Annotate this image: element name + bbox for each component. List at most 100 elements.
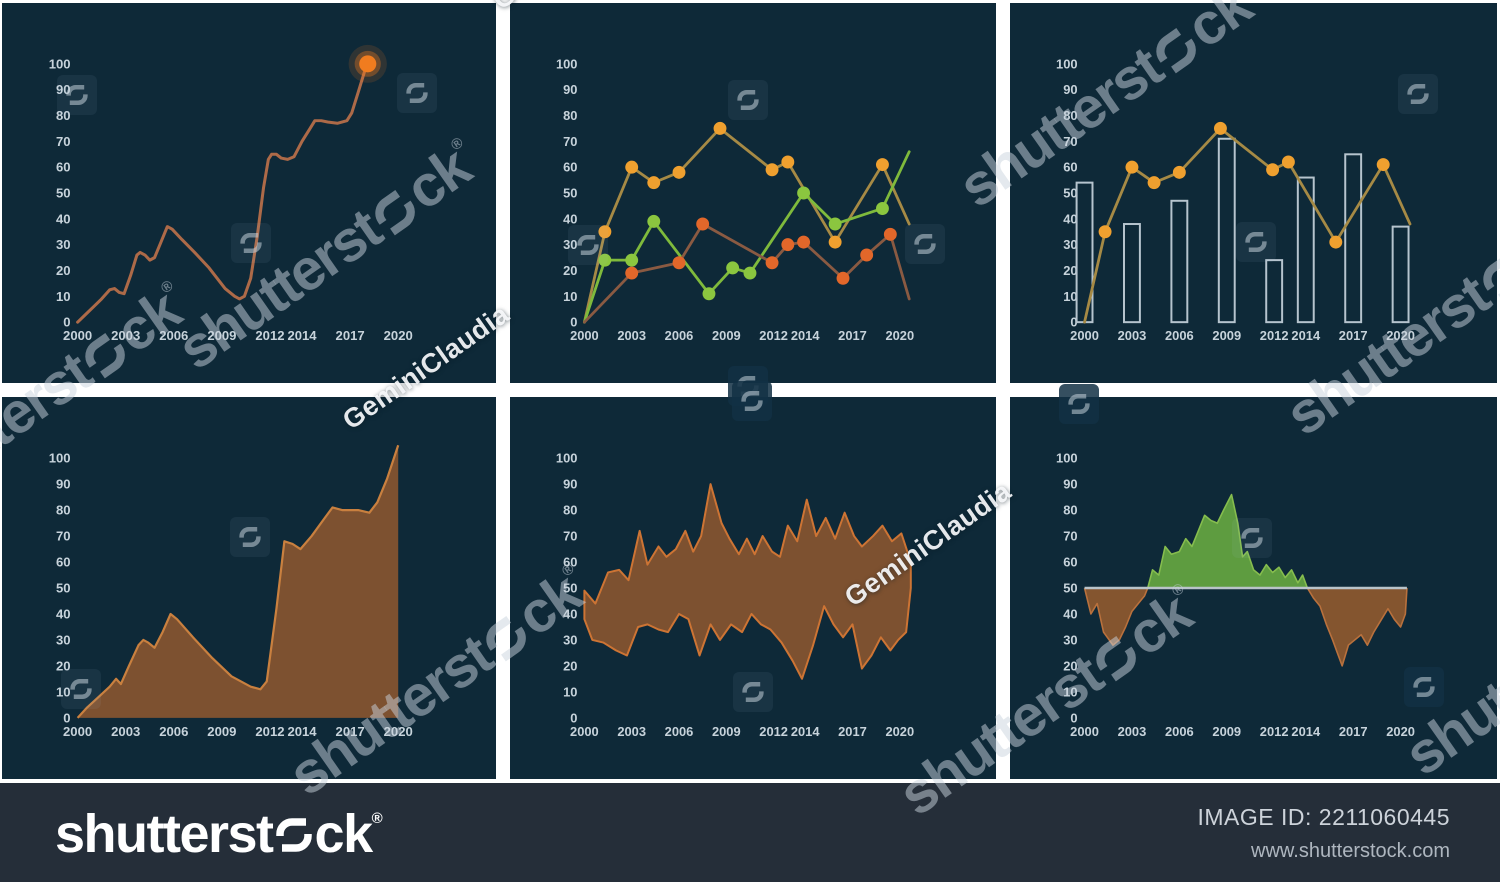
svg-text:70: 70 (1063, 134, 1077, 149)
svg-text:90: 90 (56, 477, 71, 492)
svg-text:70: 70 (56, 134, 71, 149)
svg-text:40: 40 (1063, 606, 1077, 621)
svg-text:0: 0 (570, 315, 577, 330)
svg-text:100: 100 (556, 56, 577, 71)
logo-text-prefix: shutterst (55, 803, 274, 864)
svg-text:2006: 2006 (1165, 328, 1194, 343)
svg-text:80: 80 (56, 108, 71, 123)
svg-text:2000: 2000 (1070, 724, 1099, 739)
svg-text:10: 10 (56, 684, 71, 699)
svg-text:70: 70 (563, 529, 577, 544)
svg-text:2003: 2003 (617, 328, 646, 343)
svg-text:2014: 2014 (287, 328, 317, 343)
svg-text:60: 60 (1063, 554, 1077, 569)
svg-text:2020: 2020 (1386, 328, 1415, 343)
svg-text:10: 10 (563, 684, 577, 699)
svg-text:60: 60 (563, 160, 577, 175)
svg-text:2000: 2000 (63, 328, 92, 343)
svg-text:70: 70 (1063, 529, 1077, 544)
logo-text-suffix: ck (314, 803, 374, 864)
svg-text:50: 50 (56, 186, 71, 201)
svg-text:30: 30 (56, 237, 71, 252)
svg-text:2014: 2014 (1291, 724, 1321, 739)
svg-text:2020: 2020 (384, 328, 413, 343)
area-chart: 0 10 20 30 40 50 60 70 80 90 100 2000 2003 2006 2009 20… (49, 444, 413, 739)
svg-text:2006: 2006 (665, 724, 694, 739)
svg-text:40: 40 (56, 211, 71, 226)
svg-text:2009: 2009 (712, 328, 741, 343)
svg-text:2003: 2003 (617, 724, 646, 739)
svg-text:40: 40 (1063, 211, 1077, 226)
svg-text:80: 80 (1063, 108, 1077, 123)
shutterstock-logo: shutterst ck ® (55, 807, 383, 861)
svg-text:70: 70 (56, 529, 71, 544)
svg-text:2009: 2009 (712, 724, 741, 739)
svg-text:50: 50 (563, 185, 577, 200)
website-url-text: www.shutterstock.com (1251, 840, 1450, 862)
svg-text:60: 60 (563, 554, 577, 569)
chart-panel-baseline-area: 0 10 20 30 40 50 60 70 80 90 100 2000 2003 2006 2009 20… (1010, 397, 1497, 779)
svg-text:10: 10 (56, 289, 71, 304)
svg-text:90: 90 (563, 477, 577, 492)
svg-text:20: 20 (563, 263, 577, 278)
svg-text:2006: 2006 (159, 724, 188, 739)
chart-panel-band: 0 10 20 30 40 50 60 70 80 90 100 2000 2003 2006 2009 20… (510, 397, 996, 779)
chart-panel-multiline: 0 10 20 30 40 50 60 70 80 90 100 2000 2003 2006 2009 20… (510, 3, 996, 383)
band-chart: 0 10 20 30 40 50 60 70 80 90 100 2000 2003 2006 2009 20… (556, 451, 914, 739)
svg-text:100: 100 (49, 56, 71, 71)
svg-text:0: 0 (1070, 315, 1077, 330)
svg-text:0: 0 (63, 315, 70, 330)
bar-line-chart: 0 10 20 30 40 50 60 70 80 90 100 2000 2003 2006 2009 20… (1056, 56, 1415, 343)
multiline-chart: 0 10 20 30 40 50 60 70 80 90 100 2000 2003 2006 2009 20… (556, 56, 914, 343)
svg-text:20: 20 (56, 263, 71, 278)
svg-text:50: 50 (56, 581, 71, 596)
svg-text:40: 40 (56, 607, 71, 622)
svg-text:2000: 2000 (63, 724, 92, 739)
svg-text:10: 10 (1063, 289, 1077, 304)
svg-text:20: 20 (56, 658, 71, 673)
svg-text:2017: 2017 (336, 328, 365, 343)
svg-text:2006: 2006 (159, 328, 188, 343)
svg-text:2014: 2014 (287, 724, 317, 739)
svg-text:10: 10 (1063, 684, 1077, 699)
baseline-area-chart: 0 10 20 30 40 50 60 70 80 90 100 2000 2003 2006 2009 20… (1056, 451, 1415, 739)
svg-text:2014: 2014 (1291, 328, 1321, 343)
image-id-text: IMAGE ID: 2211060445 (1197, 804, 1450, 830)
chart-panel-area: 0 10 20 30 40 50 60 70 80 90 100 2000 2003 2006 2009 20… (2, 397, 496, 779)
svg-text:2003: 2003 (111, 328, 140, 343)
svg-text:2014: 2014 (791, 328, 820, 343)
svg-text:2017: 2017 (336, 724, 365, 739)
svg-text:30: 30 (1063, 632, 1077, 647)
svg-text:2020: 2020 (885, 328, 914, 343)
shutterstock-o-icon (275, 817, 312, 852)
svg-text:2012: 2012 (759, 724, 788, 739)
svg-text:2006: 2006 (665, 328, 694, 343)
svg-text:2009: 2009 (207, 328, 236, 343)
svg-text:100: 100 (49, 451, 71, 466)
svg-text:2012: 2012 (255, 328, 284, 343)
svg-text:2014: 2014 (791, 724, 820, 739)
svg-text:2020: 2020 (1386, 724, 1415, 739)
footer-meta: IMAGE ID: 2211060445 www.shutterstock.co… (1198, 804, 1451, 863)
svg-text:80: 80 (1063, 503, 1077, 518)
registered-mark: ® (371, 809, 383, 827)
svg-text:100: 100 (1056, 451, 1078, 466)
svg-text:80: 80 (563, 108, 577, 123)
svg-text:0: 0 (1070, 710, 1077, 725)
svg-text:2009: 2009 (207, 724, 236, 739)
svg-text:40: 40 (563, 211, 577, 226)
svg-text:0: 0 (63, 710, 70, 725)
svg-text:50: 50 (1063, 580, 1077, 595)
svg-text:90: 90 (1063, 477, 1077, 492)
svg-text:2003: 2003 (1118, 328, 1147, 343)
svg-text:2012: 2012 (1260, 724, 1289, 739)
svg-text:2003: 2003 (111, 724, 140, 739)
svg-text:70: 70 (563, 134, 577, 149)
chart-panel-line: 0 10 20 30 40 50 60 70 80 90 100 2000 2003 2006 2009 20… (2, 3, 496, 383)
svg-text:2017: 2017 (838, 328, 867, 343)
svg-text:2000: 2000 (570, 328, 599, 343)
svg-text:100: 100 (556, 451, 578, 466)
chart-panel-combo: 0 10 20 30 40 50 60 70 80 90 100 2000 2003 2006 2009 20… (1010, 3, 1497, 383)
svg-text:80: 80 (56, 503, 71, 518)
